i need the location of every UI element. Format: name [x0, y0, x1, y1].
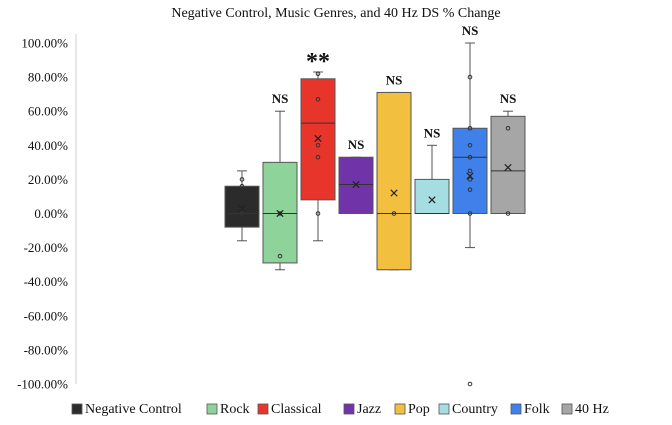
data-point — [467, 187, 473, 192]
legend-swatch — [561, 403, 573, 415]
box-group: NS — [262, 91, 298, 271]
legend-swatch — [206, 403, 218, 415]
legend-swatch — [343, 403, 355, 415]
y-tick-label: 80.00% — [28, 70, 68, 85]
significance-label: NS — [386, 72, 403, 87]
chart-title: Negative Control, Music Genres, and 40 H… — [171, 6, 500, 21]
data-point — [315, 154, 321, 160]
box-group: NS — [452, 23, 488, 387]
box-rect — [414, 178, 450, 214]
data-point — [239, 183, 245, 189]
mean-marker — [314, 134, 322, 143]
data-point — [505, 211, 511, 216]
significance-label: NS — [424, 125, 441, 140]
significance-label: NS — [462, 23, 479, 38]
mean-marker — [504, 163, 512, 172]
data-point — [467, 177, 473, 182]
data-point — [315, 96, 321, 102]
box-group: NS — [490, 91, 526, 216]
mean-marker — [466, 172, 474, 180]
data-point — [315, 211, 321, 216]
data-point — [239, 211, 245, 216]
mean-marker — [390, 189, 398, 197]
y-tick-label: 60.00% — [28, 104, 68, 119]
box-rect — [376, 91, 412, 271]
y-axis-ticks: 100.00% 80.00% 60.00% 40.00% 20.00% 0.00% -20.… — [17, 36, 68, 392]
legend-label: Negative Control — [85, 402, 182, 417]
data-point — [467, 211, 473, 216]
box-series: NS ** NS NS NS NS NS — [224, 23, 526, 387]
box-rect — [490, 115, 526, 214]
mean-marker — [428, 196, 436, 204]
y-tick-label: -40.00% — [24, 274, 69, 289]
y-tick-label: -100.00% — [17, 377, 68, 392]
data-point — [315, 143, 321, 148]
legend-label: 40 Hz — [575, 402, 609, 417]
box-group: NS — [338, 137, 374, 214]
mean-marker — [238, 204, 246, 213]
mean-marker — [276, 209, 284, 218]
box-rect — [452, 127, 488, 214]
data-point — [467, 381, 473, 387]
mean-marker — [352, 180, 360, 189]
y-tick-label: -20.00% — [24, 240, 69, 255]
y-tick-label: 0.00% — [34, 206, 68, 221]
data-point — [239, 177, 245, 182]
data-point — [277, 211, 283, 216]
data-point — [391, 211, 397, 216]
data-point — [315, 71, 321, 76]
box-rect — [262, 161, 298, 264]
box-rect — [224, 185, 260, 228]
box-rect — [338, 156, 374, 214]
data-point — [505, 125, 511, 131]
box-rect — [300, 78, 336, 201]
y-tick-label: -80.00% — [24, 342, 69, 357]
legend-swatch — [394, 403, 406, 415]
data-point — [467, 143, 473, 148]
y-tick-label: -60.00% — [24, 308, 69, 323]
y-tick-label: 40.00% — [28, 138, 68, 153]
legend-label: Country — [452, 402, 498, 417]
legend: Negative Control Rock Classical Jazz Pop Coun… — [71, 402, 609, 417]
legend-swatch — [510, 403, 522, 415]
legend-label: Folk — [524, 402, 550, 417]
data-point — [467, 125, 473, 131]
legend-swatch — [257, 403, 269, 415]
significance-label: NS — [272, 91, 289, 106]
legend-label: Jazz — [357, 402, 381, 417]
significance-label: NS — [348, 137, 365, 152]
data-point — [467, 168, 473, 174]
data-point — [467, 154, 473, 160]
data-point — [467, 74, 473, 80]
y-tick-label: 20.00% — [28, 172, 68, 187]
y-tick-label: 100.00% — [21, 36, 68, 51]
legend-swatch — [438, 403, 450, 415]
box-group: ** — [300, 49, 336, 242]
legend-label: Rock — [220, 402, 250, 417]
significance-label: NS — [500, 91, 517, 106]
box-group — [224, 170, 260, 242]
significance-label: ** — [306, 49, 330, 75]
legend-label: Classical — [271, 402, 322, 417]
box-group: NS — [376, 72, 412, 271]
legend-label: Pop — [408, 402, 430, 417]
legend-swatch — [71, 403, 83, 415]
data-point — [277, 253, 283, 259]
box-group: NS — [414, 125, 450, 214]
